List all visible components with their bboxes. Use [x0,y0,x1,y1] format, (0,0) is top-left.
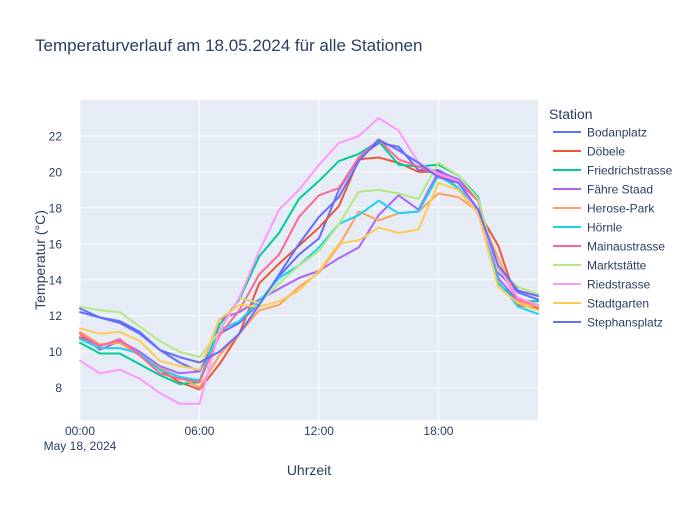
series-line-marktstätte [79,161,539,359]
legend-item-label: Mainaustrasse [587,240,665,254]
y-axis-label: Temperatur (°C) [32,210,48,310]
x-tick-label: 18:00 [423,424,453,438]
plot-area [80,100,538,420]
y-tick-label: 14 [49,273,63,287]
x-tick-sublabel: May 18, 2024 [44,439,117,453]
legend-item-label: Fähre Staad [587,183,653,197]
series-lines [79,117,539,405]
series-line-stephansplatz [79,138,539,364]
y-tick-label: 10 [49,345,63,359]
series-line-fähre-staad [79,170,539,375]
legend-item-label: Bodanplatz [587,126,647,140]
y-tick-label: 16 [49,237,63,251]
y-tick-label: 12 [49,309,63,323]
legend-item-label: Friedrichstrasse [587,164,673,178]
legend-item-label: Stadtgarten [587,297,649,311]
series-line-hörnle [79,174,539,382]
series-line-stadtgarten [79,181,539,371]
legend: Station Bodanplatz Döbele Friedrichstrasse… [549,106,673,330]
y-tick-label: 18 [49,201,63,215]
grid-lines [79,100,538,420]
x-tick-label: 12:00 [304,424,334,438]
legend-item-label: Riedstrasse [587,278,651,292]
y-tick-label: 8 [55,381,62,395]
legend-title: Station [549,106,593,122]
y-tick-label: 20 [49,165,63,179]
legend-item-label: Hörnle [587,221,623,235]
chart-title: Temperaturverlauf am 18.05.2024 für alle… [35,36,422,55]
legend-item-label: Döbele [587,145,625,159]
x-axis-label: Uhrzeit [287,462,331,478]
legend-item-label: Marktstätte [587,259,647,273]
x-tick-label: 06:00 [184,424,214,438]
y-tick-label: 22 [49,129,63,143]
legend-item-label: Herose-Park [587,202,655,216]
y-axis-ticks: 8 10 12 14 16 18 20 22 [49,129,63,395]
legend-item-label: Stephansplatz [587,316,663,330]
x-tick-label: 00:00 [65,424,95,438]
